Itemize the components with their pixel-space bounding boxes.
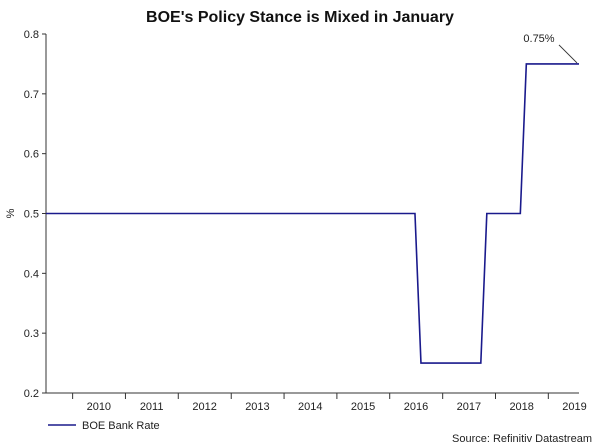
y-tick-label: 0.7 [24, 89, 39, 101]
x-tick-label: 2012 [192, 401, 216, 413]
annotation-leader [558, 44, 578, 64]
y-tick-label: 0.8 [24, 29, 39, 41]
y-tick-label: 0.6 [24, 149, 39, 161]
x-tick-label: 2011 [140, 401, 164, 413]
y-tick-label: 0.5 [24, 209, 39, 221]
x-tick-label: 2013 [245, 401, 269, 413]
x-tick-label: 2010 [87, 401, 111, 413]
chart-title: BOE's Policy Stance is Mixed in January [146, 9, 454, 26]
x-tick-label: 2018 [509, 401, 533, 413]
y-tick-label: 0.3 [24, 328, 39, 340]
x-tick-label: 2015 [351, 401, 375, 413]
x-tick-label: 2014 [298, 401, 322, 413]
x-tick-label: 2016 [404, 401, 428, 413]
x-tick-label: 2019 [562, 401, 586, 413]
annotation-label: 0.75% [523, 33, 554, 45]
source-note: Source: Refinitiv Datastream [452, 433, 592, 445]
series-line [46, 63, 579, 364]
y-tick-label: 0.2 [24, 388, 39, 400]
legend-label: BOE Bank Rate [82, 420, 160, 432]
y-tick-label: 0.4 [24, 268, 39, 280]
x-tick-label: 2017 [457, 401, 481, 413]
y-axis-label: % [5, 208, 17, 218]
